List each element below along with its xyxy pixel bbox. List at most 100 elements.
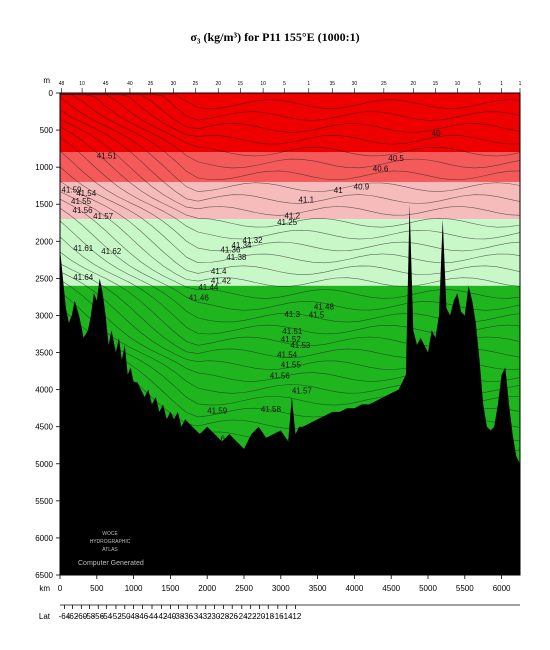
depth-tick-label-3000: 3000 [35, 311, 53, 320]
contour-label-2: 40.6 [373, 165, 389, 174]
station-label-14: 25 [381, 81, 387, 87]
distance-tick-label-4000: 4000 [346, 584, 364, 593]
contour-label-12: 41.38 [226, 253, 247, 262]
contour-label-35: 41.55 [281, 360, 302, 369]
latitude-tick-label--40: -40 [165, 612, 177, 621]
station-label-5: 30 [171, 81, 177, 87]
contour-line-41.36 [60, 126, 520, 228]
station-label-13: 30 [352, 81, 358, 87]
contour-label-14: 41.42 [211, 277, 232, 286]
chart-title: σ₃ (kg/m³) for P11 155°E (1000:1) [190, 30, 360, 44]
depth-tick-label-1500: 1500 [35, 200, 53, 209]
contour-label-3: 40.9 [354, 182, 370, 191]
latitude-tick-label--64: -64 [59, 612, 71, 621]
watermark-line-1: HYDROGRAPHIC [90, 539, 131, 545]
distance-unit-label: km [39, 584, 50, 593]
station-label-9: 10 [260, 81, 266, 87]
distance-tick-label-3000: 3000 [272, 584, 290, 593]
contour-label-11: 41.36 [220, 245, 241, 254]
contour-label-5: 41.1 [298, 196, 314, 205]
latitude-unit-label: Lat [39, 612, 51, 621]
distance-tick-label-2000: 2000 [198, 584, 216, 593]
contour-line-41.25 [60, 94, 520, 181]
contour-label-36: 41.56 [270, 371, 291, 380]
contour-label-26: 41.58 [261, 405, 282, 414]
station-label-10: 5 [283, 81, 286, 87]
depth-axis: m 0 500 1000 1500 2000 2500 3000 3500 4000 4500 500… [35, 76, 60, 580]
contour-label-1: 40.5 [388, 154, 404, 163]
depth-tick-label-6000: 6000 [35, 534, 53, 543]
distance-axis: km 0 500 1000 1500 2000 2500 3000 3500 4000 4500 50… [39, 575, 511, 593]
station-label-12: 35 [330, 81, 336, 87]
station-label-3: 40 [127, 81, 133, 87]
contour-label-32: 41.51 [97, 151, 118, 160]
contour-line-41.34 [60, 119, 520, 216]
station-label-7: 20 [215, 81, 221, 87]
contour-line-41.32 [60, 109, 520, 204]
contour-label-30: 41.62 [101, 247, 122, 256]
latitude-axis: Lat -64-62-60-58-56-54-52-50-48-46-44-42-… [39, 604, 520, 621]
station-label-15: 20 [410, 81, 416, 87]
contour-line-41.3 [60, 96, 520, 192]
contour-label-21: 41.53 [290, 341, 311, 350]
plot-frame [59, 92, 521, 576]
depth-tick-label-5000: 5000 [35, 460, 53, 469]
latitude-tick-label--20: -20 [254, 612, 266, 621]
latitude-tick-label--46: -46 [137, 612, 149, 621]
woce-watermark: WOCE HYDROGRAPHIC ATLAS Computer Generated [78, 531, 144, 567]
contour-label-18: 41.5 [309, 311, 325, 320]
distance-tick-label-1000: 1000 [125, 584, 143, 593]
distance-tick-label-500: 500 [90, 584, 104, 593]
depth-tick-label-2500: 2500 [35, 274, 53, 283]
latitude-tick-label--44: -44 [146, 612, 158, 621]
contour-labels: 4040.540.640.94141.141.241.2541.341.3241… [61, 129, 441, 444]
latitude-tick-label--50: -50 [119, 612, 131, 621]
latitude-tick-label--28: -28 [218, 612, 230, 621]
contour-label-28: 41.6 [209, 435, 225, 444]
latitude-tick-label--60: -60 [76, 612, 88, 621]
contour-label-34: 41.59 [61, 185, 82, 194]
contour-line-40.9 [60, 94, 520, 133]
depth-tick-label-1000: 1000 [35, 163, 53, 172]
seafloor-topography [60, 204, 520, 575]
contour-label-6: 41.2 [284, 211, 300, 220]
contour-label-37: 41.57 [292, 386, 313, 395]
contour-label-9: 41.32 [243, 236, 264, 245]
station-label-0: 48 [59, 81, 65, 87]
station-label-11: 1 [307, 81, 310, 87]
distance-tick-label-0: 0 [58, 584, 63, 593]
watermark-footer: Computer Generated [78, 560, 144, 567]
contour-label-10: 41.34 [231, 241, 252, 250]
contour-label-13: 41.4 [211, 267, 227, 276]
distance-tick-label-3500: 3500 [309, 584, 327, 593]
contour-label-29: 41.61 [73, 244, 94, 253]
latitude-tick-label--34: -34 [191, 612, 203, 621]
station-label-18: 5 [478, 81, 481, 87]
latitude-tick-label--42: -42 [156, 612, 168, 621]
depth-tick-label-3500: 3500 [35, 349, 53, 358]
station-label-1: 10 [79, 81, 85, 87]
latitude-tick-label--38: -38 [173, 612, 185, 621]
station-label-19: 1 [500, 81, 503, 87]
station-label-6: 25 [193, 81, 199, 87]
contour-label-25: 41.57 [93, 212, 114, 221]
station-label-16: 15 [433, 81, 439, 87]
station-label-8: 15 [238, 81, 244, 87]
contour-label-7: 41.25 [277, 218, 298, 227]
contour-label-33: 41.54 [76, 189, 97, 198]
latitude-tick-label--32: -32 [200, 612, 212, 621]
station-label-17: 10 [455, 81, 461, 87]
contour-label-0: 40 [432, 129, 441, 138]
contour-line-41.38 [60, 136, 520, 240]
contour-label-24: 41.56 [73, 206, 94, 215]
contour-label-4: 41 [334, 186, 343, 195]
depth-tick-label-4500: 4500 [35, 423, 53, 432]
contour-label-27: 41.59 [207, 406, 228, 415]
watermark-line-2: ATLAS [102, 547, 118, 553]
distance-tick-label-1500: 1500 [162, 584, 180, 593]
station-label-20: 1 [519, 81, 522, 87]
contour-line-41.1 [60, 94, 520, 157]
distance-tick-label-5500: 5500 [456, 584, 474, 593]
latitude-tick-label--24: -24 [236, 612, 248, 621]
